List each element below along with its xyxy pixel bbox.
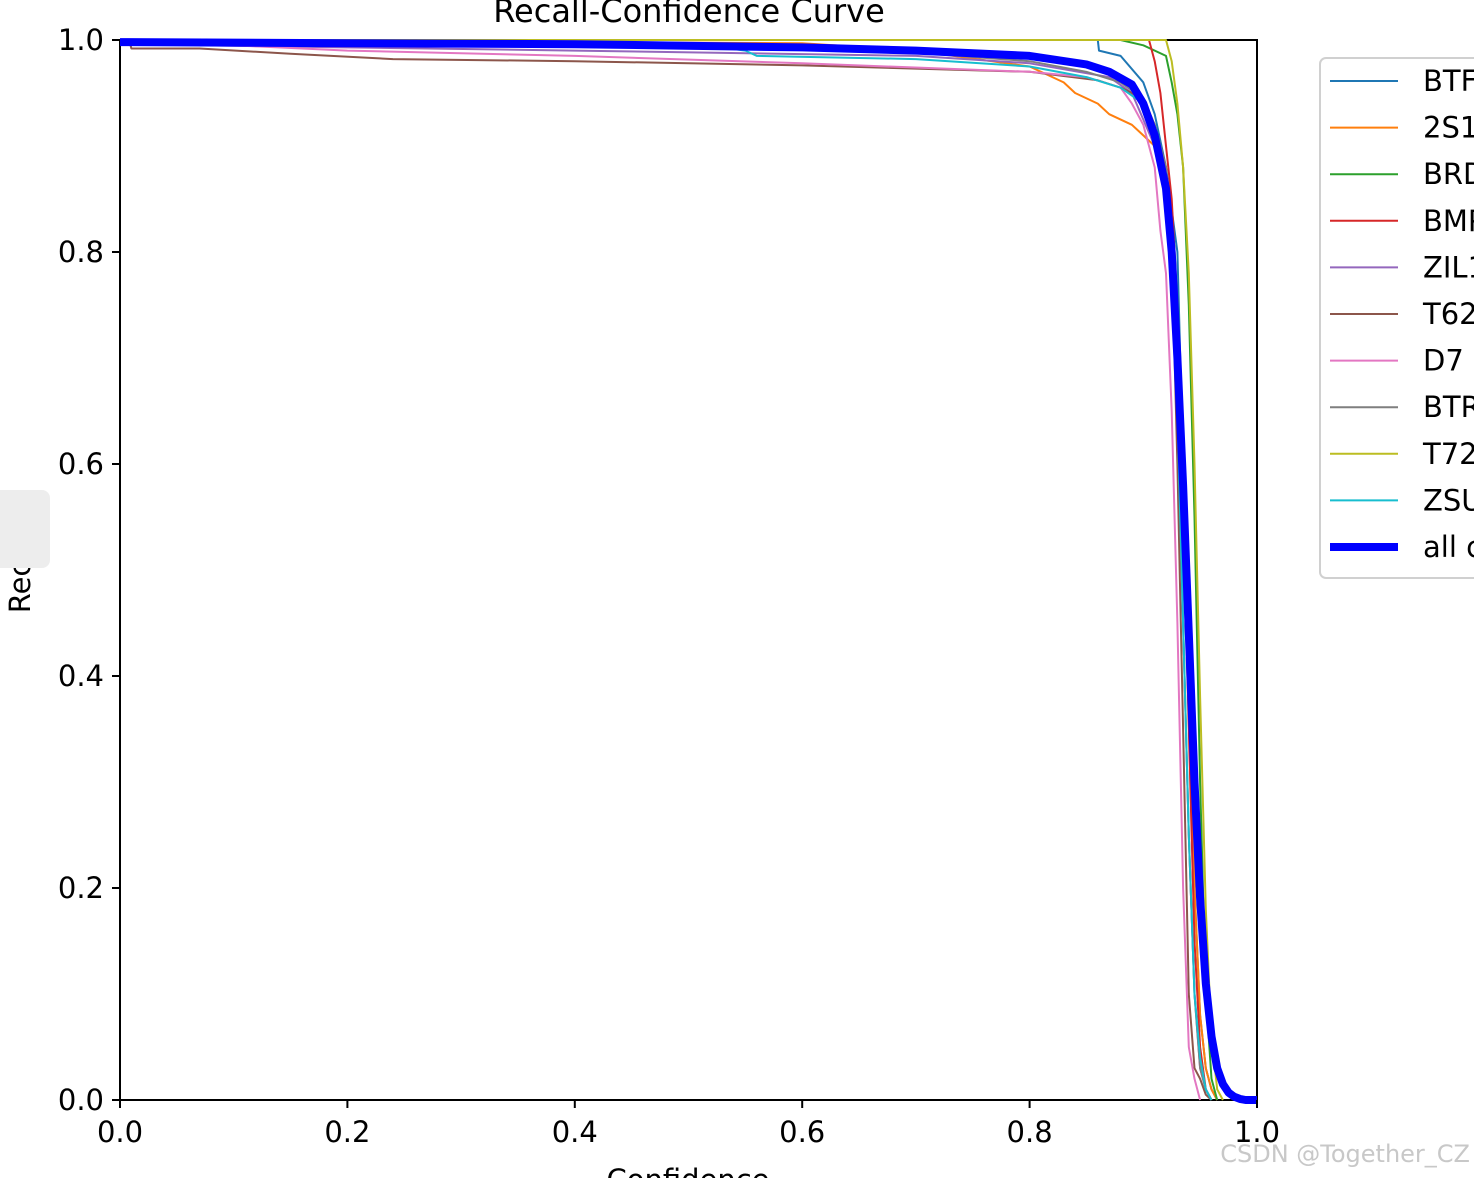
series-line-8 (120, 39, 1224, 1101)
legend-label: BTF (1423, 64, 1474, 98)
legend-label: 2S1 (1423, 111, 1474, 145)
x-axis-ticks: 0.0 0.2 0.4 0.6 0.8 1.0 (97, 1100, 1280, 1149)
x-tick-label: 1.0 (1234, 1115, 1280, 1149)
legend-entry: ZIL131 (1330, 250, 1474, 284)
legend-entry: BTF (1330, 64, 1474, 98)
legend-entry: all classes (1330, 530, 1474, 564)
x-tick-label: 0.2 (324, 1115, 370, 1149)
series-line-7 (119, 39, 1213, 1101)
legend-entry: ZSU_23_4 (1330, 483, 1474, 517)
legend-entry: BMP2 (1330, 204, 1474, 238)
chart-title: Recall-Confidence Curve (493, 0, 885, 30)
series-line-6 (119, 39, 1202, 1101)
y-tick-label: 1.0 (58, 23, 104, 57)
legend-entry: BRDM2 (1330, 157, 1474, 191)
legend-entry: 2S1 (1330, 111, 1474, 145)
side-panel-tab[interactable] (0, 490, 50, 568)
y-axis-ticks: 0.0 0.2 0.4 0.6 0.8 1.0 (58, 23, 120, 1117)
y-tick-label: 0.0 (58, 1083, 104, 1117)
x-axis-label: Confidence (606, 1163, 769, 1178)
series-line-1 (119, 39, 1219, 1101)
legend-label: T72 (1422, 437, 1474, 471)
y-tick-label: 0.6 (58, 447, 104, 481)
plot-frame (119, 39, 1258, 1101)
legend-frame (1319, 57, 1474, 579)
legend-entry: BTR70 (1330, 390, 1474, 424)
legend-items: BTF 2S1 BRDM2 BMP2 ZIL131 T62 D7 BTR70 T72 ZSU_23… (1330, 64, 1474, 564)
series-line-2 (120, 39, 1219, 1101)
legend-label: ZIL131 (1423, 250, 1474, 284)
series-line-4 (120, 39, 1213, 1101)
plot-area (119, 38, 1258, 1104)
y-tick-label: 0.8 (58, 235, 104, 269)
legend-label: BTR70 (1423, 390, 1474, 424)
series-layer (119, 38, 1257, 1104)
legend-label: all classes (1423, 530, 1474, 564)
series-line-9 (119, 39, 1213, 1101)
series-line-3 (120, 39, 1213, 1101)
y-tick-label: 0.2 (58, 871, 104, 905)
legend-label: BRDM2 (1423, 157, 1474, 191)
y-tick-label: 0.4 (58, 659, 104, 693)
legend-label: ZSU_23_4 (1423, 483, 1474, 517)
legend-entry: T62 (1330, 297, 1474, 331)
legend-entry: D7 (1330, 344, 1464, 378)
x-tick-label: 0.4 (552, 1115, 598, 1149)
series-line-10 (119, 38, 1257, 1104)
watermark: CSDN @Together_CZ (1220, 1140, 1470, 1168)
series-line-5 (120, 39, 1213, 1101)
x-tick-label: 0.8 (1007, 1115, 1053, 1149)
legend-label: BMP2 (1423, 204, 1474, 238)
legend: BTF 2S1 BRDM2 BMP2 ZIL131 T62 D7 BTR70 T72 ZSU_23… (1319, 57, 1474, 579)
x-tick-label: 0.6 (779, 1115, 825, 1149)
legend-entry: T72 (1330, 437, 1474, 471)
legend-label: D7 (1423, 344, 1464, 378)
x-tick-label: 0.0 (97, 1115, 143, 1149)
legend-label: T62 (1422, 297, 1474, 331)
